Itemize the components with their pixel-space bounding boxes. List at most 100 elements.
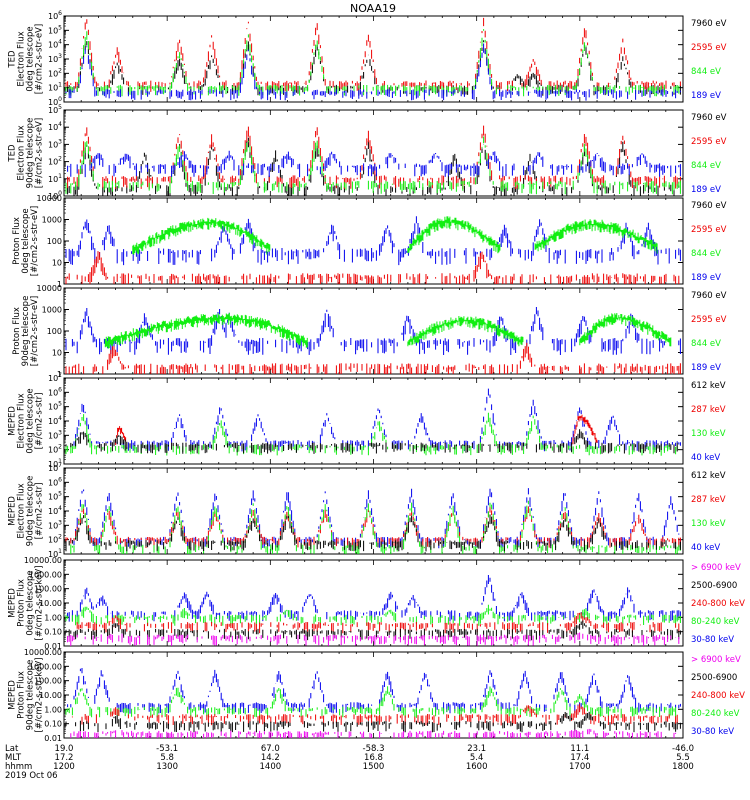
y-axis-label: MEPED xyxy=(8,680,18,710)
legend-label: > 6900 keV xyxy=(691,655,741,665)
legend-label: 80-240 keV xyxy=(691,617,740,627)
y-tick-label: 102 xyxy=(48,534,62,545)
y-axis-label: Electron Flux xyxy=(17,125,27,180)
panel-3: 1 10 100 1000 10000 Proton Flux 0deg telescope… xyxy=(12,194,727,289)
y-tick-label: 0.10 xyxy=(44,628,62,637)
y-tick-label: 100.00 xyxy=(34,585,62,594)
lat-value: 19.0 xyxy=(55,744,74,754)
y-axis-label: TED xyxy=(8,50,18,69)
hhmm-value: 1700 xyxy=(569,762,591,772)
y-tick-label: 106 xyxy=(48,10,62,21)
y-axis-label: MEPED xyxy=(8,588,18,618)
y-tick-label: 10000.00 xyxy=(24,648,62,657)
legend-label: 189 eV xyxy=(691,185,721,195)
series-trace-189-ev xyxy=(65,307,681,355)
y-tick-label: 100.00 xyxy=(34,677,62,686)
legend-label: 2595 eV xyxy=(691,137,727,147)
series-trace-612-kev xyxy=(65,514,681,552)
legend-label: 7960 eV xyxy=(691,201,727,211)
legend-label: > 6900 keV xyxy=(691,563,741,573)
y-tick-label: 101 xyxy=(48,173,62,184)
series-trace-844-ev xyxy=(65,136,681,195)
y-axis-label: [#/cm2-s-str-keV] xyxy=(35,658,45,733)
mlt-value: 17.4 xyxy=(570,753,589,763)
mlt-value: 14.2 xyxy=(261,753,280,763)
y-tick-label: 102 xyxy=(48,156,62,167)
data-area xyxy=(65,307,681,374)
series-trace--6900-kev xyxy=(70,728,677,738)
y-axis-label: Proton Flux xyxy=(17,671,27,719)
panel-6: 101 102 103 104 105 106 107 MEPED Electron Flux 9… xyxy=(8,462,726,559)
series-trace-844-ev xyxy=(579,313,672,347)
series-trace-2595-ev xyxy=(65,17,681,92)
series-trace-240-800-kev xyxy=(76,612,680,634)
data-area xyxy=(65,488,681,554)
panel-4: 1 10 100 1000 10000 Proton Flux 90deg telescop… xyxy=(12,284,727,379)
legend-label: 612 keV xyxy=(691,381,726,391)
y-axis-label: Electron Flux xyxy=(17,483,27,538)
hhmm-value: 1300 xyxy=(156,762,178,772)
series-trace-2595-ev xyxy=(65,342,681,374)
legend-label: 189 eV xyxy=(691,91,721,101)
data-area xyxy=(65,125,681,196)
mlt-value: 5.4 xyxy=(470,753,484,763)
y-tick-label: 104 xyxy=(48,505,62,516)
legend-label: 40 keV xyxy=(691,453,720,463)
lat-value: 67.0 xyxy=(261,744,280,754)
y-tick-label: 1.00 xyxy=(44,705,62,714)
legend-label: 240-800 keV xyxy=(691,599,745,609)
data-area xyxy=(65,668,681,738)
y-tick-label: 0.10 xyxy=(44,720,62,729)
lat-value: 11.1 xyxy=(570,744,589,754)
legend-label: 612 keV xyxy=(691,471,726,481)
y-tick-label: 101 xyxy=(48,82,62,93)
y-tick-label: 0.01 xyxy=(44,734,62,743)
series-trace-844-ev xyxy=(104,312,308,349)
y-tick-label: 105 xyxy=(48,104,62,115)
series-trace-2595-ev xyxy=(67,125,681,190)
y-tick-label: 103 xyxy=(48,429,62,440)
y-tick-label: 107 xyxy=(48,462,62,473)
lat-value: 23.1 xyxy=(467,744,486,754)
y-tick-label: 105 xyxy=(48,24,62,35)
footer-row-label: Lat xyxy=(5,744,19,754)
footer-date: 2019 Oct 06 xyxy=(5,771,58,781)
legend-label: 844 eV xyxy=(691,161,721,171)
y-axis-label: Proton Flux xyxy=(12,217,22,265)
legend-label: 130 keV xyxy=(691,429,726,439)
legend-label: 189 eV xyxy=(691,363,721,373)
hhmm-value: 1200 xyxy=(53,762,75,772)
panel-2: 100 101 102 103 104 105 TED Electron Flux 90deg … xyxy=(8,104,727,201)
series-trace-189-ev xyxy=(65,43,681,101)
y-axis-label: 0deg telescope xyxy=(26,570,36,635)
lat-value: -58.3 xyxy=(363,744,385,754)
y-tick-label: 1 xyxy=(57,370,62,379)
y-tick-label: 100 xyxy=(47,237,62,246)
footer-row-label: hhmm xyxy=(5,762,32,772)
y-tick-label: 104 xyxy=(48,39,62,50)
y-tick-label: 10 xyxy=(52,349,62,358)
mlt-value: 17.2 xyxy=(55,753,74,763)
legend-label: 2595 eV xyxy=(691,315,727,325)
series-trace-844-ev xyxy=(65,29,680,97)
legend-label: 80-240 keV xyxy=(691,709,740,719)
legend-label: 7960 eV xyxy=(691,113,727,123)
series-trace-80-240-kev xyxy=(65,604,681,626)
hhmm-value: 1400 xyxy=(260,762,282,772)
legend-label: 130 keV xyxy=(691,519,726,529)
series-trace-80-240-kev xyxy=(65,686,677,718)
series-trace-612-kev xyxy=(65,429,678,454)
y-tick-label: 102 xyxy=(48,444,62,455)
series-trace-844-ev xyxy=(534,219,658,254)
y-tick-label: 103 xyxy=(48,53,62,64)
plot-frame xyxy=(63,377,684,465)
y-axis-label: [#/cm2-s-str-eV] xyxy=(35,24,45,94)
series-trace-240-800-kev xyxy=(71,703,678,726)
y-axis-label: Proton Flux xyxy=(17,579,27,627)
y-tick-label: 102 xyxy=(48,67,62,78)
series-trace-844-ev xyxy=(407,216,501,254)
y-tick-label: 1.00 xyxy=(44,613,62,622)
